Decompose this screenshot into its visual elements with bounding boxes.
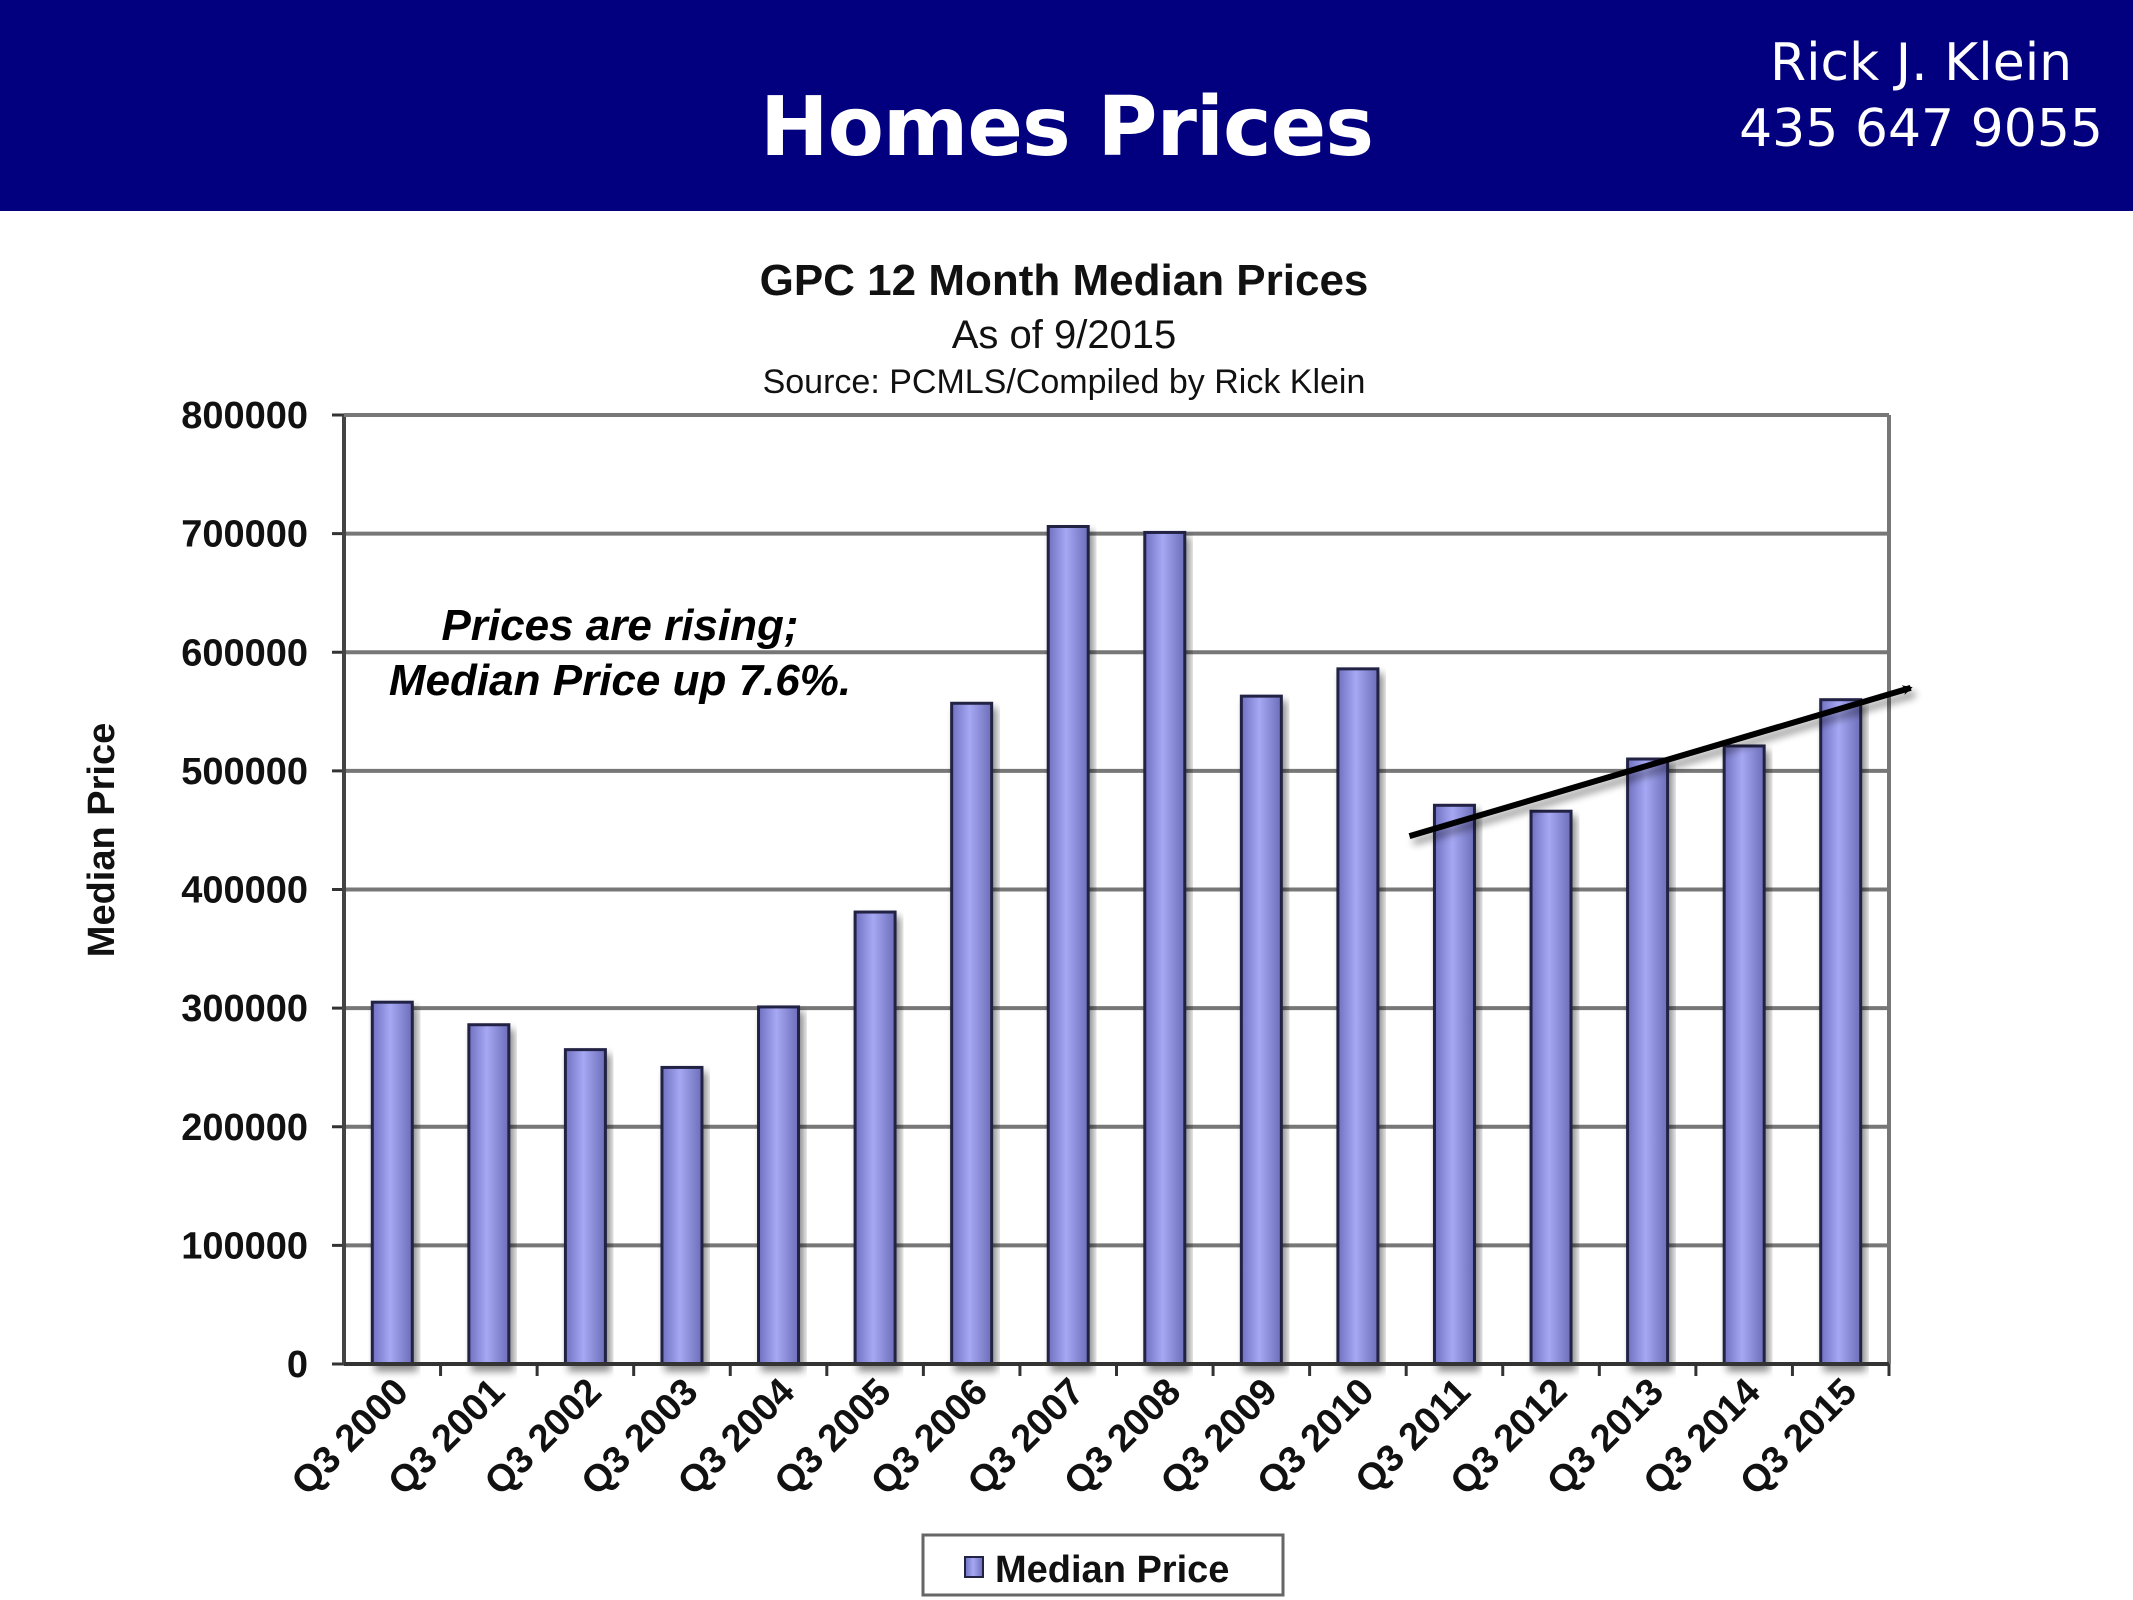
- y-axis-label: Median Price: [81, 723, 123, 957]
- bar: [1529, 809, 1573, 1366]
- y-tick-label: 100000: [181, 1225, 308, 1267]
- legend: Median Price: [921, 1533, 1285, 1597]
- annotation-line-1: Prices are rising;: [441, 601, 798, 650]
- bar: [757, 1005, 801, 1366]
- trend-arrow: [1408, 684, 1913, 839]
- chart-title: GPC 12 Month Median Prices: [760, 256, 1369, 305]
- contact-info: Rick J. Klein 435 647 9055: [1739, 30, 2103, 162]
- y-tick-label: 800000: [181, 395, 308, 437]
- contact-name: Rick J. Klein: [1769, 33, 2073, 93]
- bar: [370, 1000, 414, 1366]
- y-tick-label: 600000: [181, 632, 308, 674]
- y-tick-label: 400000: [181, 870, 308, 912]
- bar: [1336, 667, 1380, 1366]
- y-tick-label: 700000: [181, 514, 308, 556]
- contact-phone: 435 647 9055: [1739, 99, 2103, 159]
- bar: [1143, 530, 1187, 1366]
- chart-source: Source: PCMLS/Compiled by Rick Klein: [763, 363, 1366, 401]
- annotation-line-2: Median Price up 7.6%.: [389, 656, 851, 705]
- legend-swatch: [964, 1556, 984, 1578]
- y-tick-label: 300000: [181, 988, 308, 1030]
- bar: [1046, 525, 1090, 1366]
- bar: [563, 1048, 607, 1366]
- bar: [1626, 757, 1670, 1366]
- bar: [467, 1023, 511, 1366]
- y-tick-label: 200000: [181, 1107, 308, 1149]
- bar: [853, 910, 897, 1366]
- legend-label: Median Price: [995, 1549, 1229, 1591]
- page-title: Homes Prices: [759, 80, 1374, 175]
- bar: [1239, 694, 1283, 1366]
- y-tick-label: 0: [287, 1344, 308, 1386]
- bar: [1432, 803, 1476, 1366]
- bar: [950, 701, 994, 1366]
- bar: [1819, 698, 1863, 1366]
- chart-subtitle: As of 9/2015: [952, 313, 1177, 357]
- bar: [1722, 744, 1766, 1366]
- y-tick-label: 500000: [181, 751, 308, 793]
- bar: [660, 1065, 704, 1366]
- header-bar: Homes Prices Rick J. Klein 435 647 9055: [0, 0, 2133, 211]
